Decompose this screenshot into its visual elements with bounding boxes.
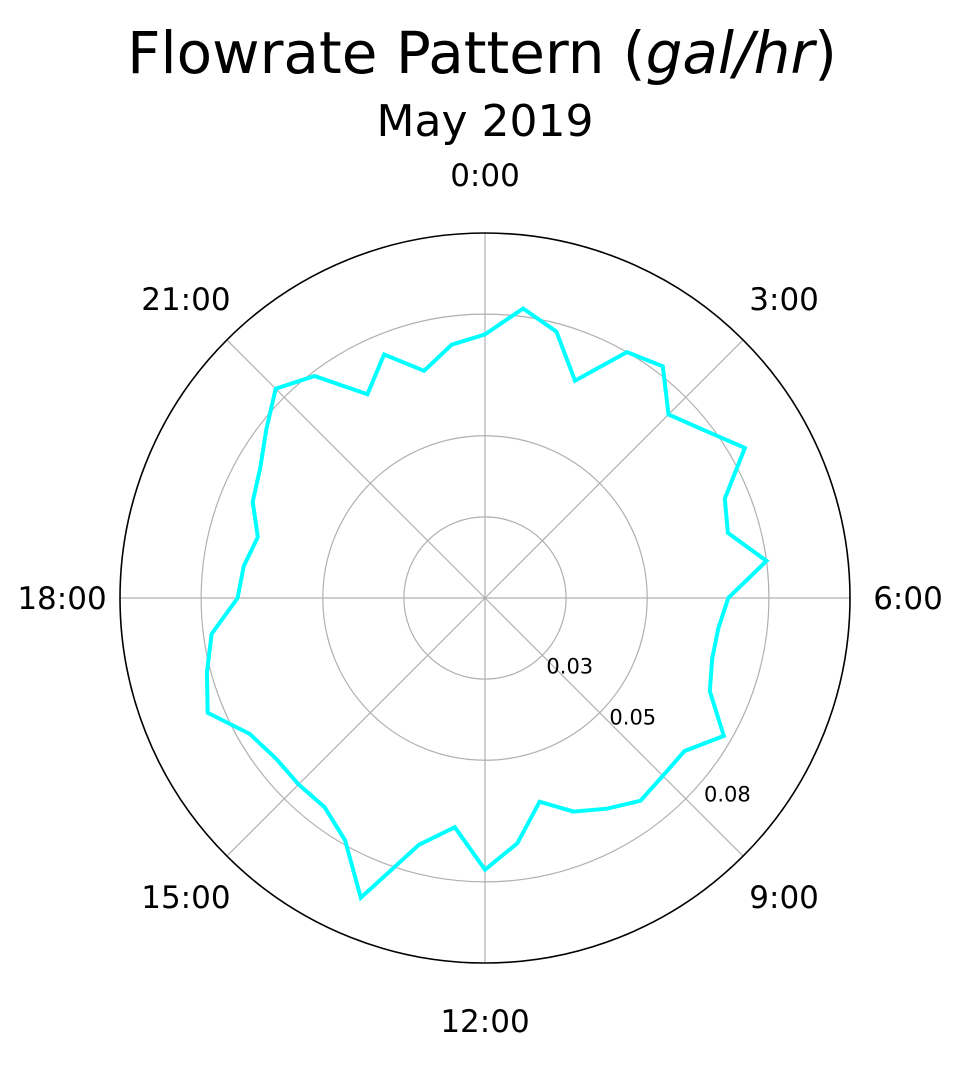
grid-layer [119, 232, 851, 964]
angular-tick-label: 3:00 [749, 282, 819, 318]
angular-gridline [484, 597, 744, 857]
angular-tick-label: 6:00 [873, 581, 943, 617]
radial-gridline [322, 435, 648, 761]
angular-tick-label: 15:00 [141, 880, 230, 916]
label-layer: 0:00 3:00 6:00 9:00 12:00 15:00 18:00 21:00 0.03… [17, 158, 942, 1040]
radial-gridline [403, 516, 567, 680]
radial-tick-label: 0.05 [609, 706, 656, 730]
radial-tick-label: 0.03 [546, 655, 593, 679]
angular-gridline [226, 597, 486, 857]
data-layer [204, 306, 770, 902]
radial-tick-label: 0.08 [704, 782, 751, 806]
flowrate-series-line [204, 306, 770, 902]
chart-subtitle: May 2019 [377, 96, 594, 147]
polar-frame [119, 232, 851, 964]
chart-title-unit: gal/hr [646, 19, 818, 87]
angular-tick-label: 12:00 [440, 1004, 529, 1040]
angular-tick-label: 9:00 [749, 880, 819, 916]
angular-tick-label: 0:00 [450, 158, 520, 194]
chart-title: Flowrate Pattern (gal/hr) [127, 19, 837, 87]
angular-gridline [226, 339, 486, 599]
radial-gridline [200, 313, 770, 883]
angular-tick-label: 21:00 [141, 282, 230, 318]
angular-tick-label: 18:00 [17, 581, 106, 617]
angular-gridline [484, 339, 744, 599]
